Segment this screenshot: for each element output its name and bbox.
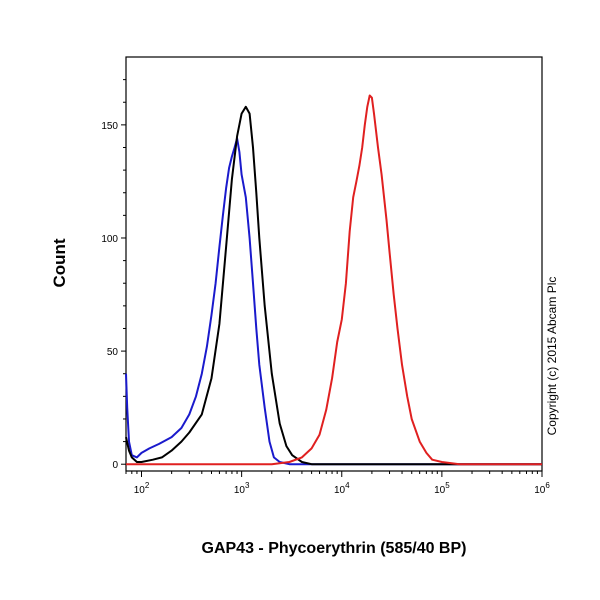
x-axis: 102 103 104 105 106 [125,471,550,496]
x-tick-label: 103 [234,481,250,496]
y-axis-title: Count [50,238,69,287]
x-tick-label: 102 [134,481,150,496]
y-tick-label: 0 [112,460,118,471]
y-tick-label: 100 [101,234,118,245]
x-tick-label: 106 [534,481,550,496]
y-axis: 0 50 100 150 [101,79,126,471]
y-tick-label: 150 [101,121,118,132]
histogram-series-line [125,105,542,466]
y-tick-label: 50 [107,347,119,358]
plot-frame [125,56,543,472]
x-axis-title: GAP43 - Phycoerythrin (585/40 BP) [202,540,467,557]
x-tick-label: 104 [334,481,350,496]
histogram-series-line [125,137,542,466]
histogram-series-line [126,94,542,466]
x-tick-label: 105 [434,481,450,496]
copyright-text: Copyright (c) 2015 Abcam Plc [545,277,559,436]
series-layer [125,94,542,466]
